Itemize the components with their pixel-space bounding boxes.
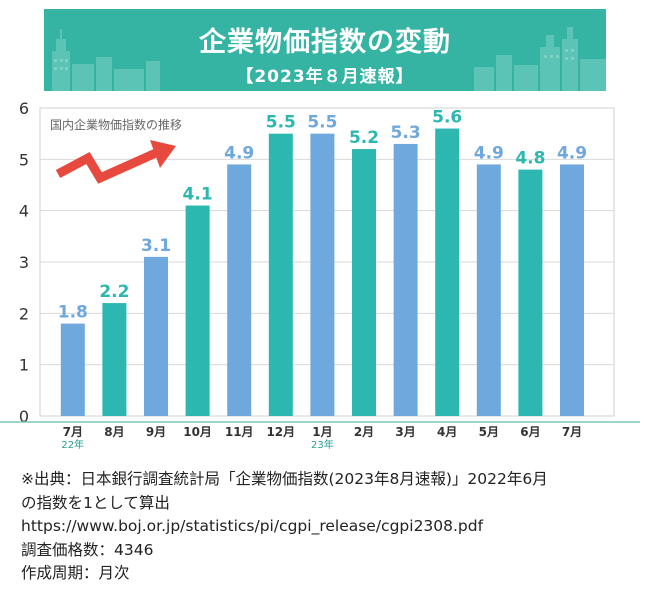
- x-tick-label: 8月: [104, 425, 124, 439]
- banner-subtitle: 【2023年８月速報】: [236, 67, 414, 87]
- bar: [227, 164, 252, 416]
- x-tick-label: 7月: [63, 425, 83, 439]
- y-tick-label: 5: [19, 150, 29, 169]
- data-label: 2.2: [99, 282, 129, 302]
- bar: [268, 133, 293, 416]
- data-label: 5.2: [349, 128, 379, 148]
- bar: [435, 128, 460, 416]
- y-tick-label: 1: [19, 356, 29, 375]
- bar: [102, 303, 127, 416]
- data-label: 5.5: [266, 113, 296, 133]
- data-label: 1.8: [58, 303, 88, 323]
- x-tick-label: 7月: [562, 425, 582, 439]
- data-label: 5.6: [432, 108, 462, 128]
- y-tick-label: 6: [19, 99, 29, 118]
- data-label: 4.9: [474, 143, 504, 163]
- note-line: 作成周期：月次: [21, 564, 130, 582]
- value-labels: 1.8 2.2 3.1 4.1 4.9 5.5 5.5 5.2 5.3 5.6 4.9 4.8 4.9: [58, 108, 587, 323]
- y-tick-label: 4: [19, 202, 29, 221]
- bar: [310, 133, 335, 416]
- x-tick-label: 10月: [183, 425, 212, 439]
- x-tick-label: 11月: [225, 425, 254, 439]
- bar: [476, 164, 501, 416]
- upward-trend-arrow-icon: [55, 140, 176, 184]
- chart-title: 国内企業物価指数の推移: [50, 117, 182, 132]
- bar: [393, 143, 418, 416]
- y-tick-label: 3: [19, 253, 29, 272]
- banner-title: 企業物価指数の変動: [199, 27, 451, 58]
- bar: [560, 164, 584, 416]
- source-notes: ※出典：日本銀行調査統計局「企業物価指数(2023年8月速報)」2022年6月 …: [21, 468, 636, 586]
- data-label: 5.3: [391, 123, 421, 143]
- x-tick-label: 4月: [437, 425, 457, 439]
- bar: [144, 256, 168, 416]
- x-tick-label: 2月: [354, 425, 374, 439]
- bar: [185, 205, 210, 416]
- bar: [518, 169, 543, 416]
- year-label: 23年: [311, 438, 334, 451]
- y-tick-label: 0: [19, 407, 29, 426]
- y-axis-ticks: 0 1 2 3 4 5 6: [19, 99, 29, 426]
- y-tick-label: 2: [19, 304, 29, 323]
- x-tick-label: 3月: [395, 425, 415, 439]
- data-label: 5.5: [307, 113, 337, 133]
- x-tick-label: 1月: [312, 425, 332, 439]
- bar: [352, 149, 376, 417]
- x-tick-label: 9月: [146, 425, 166, 439]
- note-line: 調査価格数：4346: [21, 540, 154, 559]
- data-label: 4.9: [557, 143, 587, 163]
- x-tick-label: 5月: [479, 425, 499, 439]
- data-label: 3.1: [141, 236, 171, 256]
- note-line: の指数を1として算出: [21, 493, 170, 512]
- x-tick-label: 12月: [266, 425, 295, 439]
- data-label: 4.9: [224, 143, 254, 163]
- x-tick-label: 6月: [520, 425, 540, 439]
- year-label: 22年: [61, 438, 84, 451]
- note-line: ※出典：日本銀行調査統計局「企業物価指数(2023年8月速報)」2022年6月: [21, 470, 548, 488]
- title-banner: 企業物価指数の変動 【2023年８月速報】: [44, 9, 606, 91]
- data-label: 4.1: [183, 185, 213, 205]
- bar: [60, 323, 85, 416]
- data-label: 4.8: [515, 149, 545, 169]
- bar-chart: 0 1 2 3 4 5 6 国内企業物価指数の推移 1.8 2.2 3.1 4.1 4.9 5.5 5.…: [0, 99, 640, 451]
- bars: [60, 128, 584, 417]
- source-url: https://www.boj.or.jp/statistics/pi/cgpi…: [21, 517, 484, 535]
- city-skyline-illustration: [52, 27, 606, 91]
